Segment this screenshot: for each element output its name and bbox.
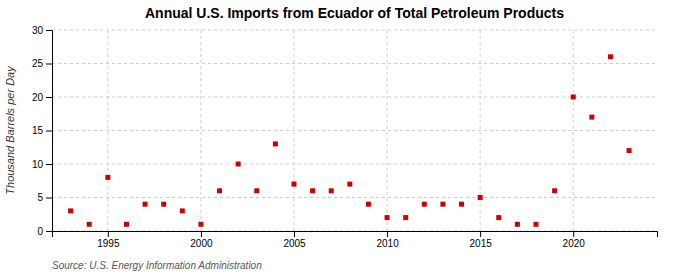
point: [236, 162, 241, 167]
tick-label: 30: [32, 25, 44, 36]
point: [87, 222, 92, 227]
plot-area: 1995 2000 2005 2010 2015 2020 0 5 10 15 20 25 30: [32, 25, 658, 249]
grid-line-y: [52, 30, 657, 31]
tick: 2015: [470, 231, 493, 249]
tick: 30: [32, 25, 52, 36]
point: [329, 188, 334, 193]
tick-mark: [46, 30, 52, 31]
tick-mark: [46, 198, 52, 199]
tick-mark: [46, 64, 52, 65]
tick-label: 2005: [283, 238, 306, 249]
point: [105, 175, 110, 180]
tick-label: 2020: [563, 238, 586, 249]
chart-svg: 1995 2000 2005 2010 2015 2020 0 5 10 15 20 25 30 Annu…: [0, 0, 675, 275]
grid-line-y: [52, 97, 657, 98]
grid-line-x: [480, 30, 481, 231]
grid: [52, 30, 657, 231]
axis-domain: [46, 31, 53, 232]
tick-mark: [480, 231, 481, 237]
point: [347, 182, 352, 187]
tick: 1995: [97, 231, 120, 249]
tick-label: 20: [32, 92, 44, 103]
point: [534, 222, 539, 227]
point: [608, 54, 613, 59]
grid-line-x: [107, 30, 108, 231]
tick-label: 25: [32, 58, 44, 69]
tick-mark: [201, 231, 202, 237]
tick: 2005: [283, 231, 306, 249]
point: [440, 202, 445, 207]
grid-line-y: [52, 130, 657, 131]
tick-label: 2010: [376, 238, 399, 249]
point: [422, 202, 427, 207]
marks: [68, 54, 631, 227]
source-note: Source: U.S. Energy Information Administ…: [52, 260, 262, 271]
point: [180, 208, 185, 213]
grid-line-x: [387, 30, 388, 231]
point: [198, 222, 203, 227]
chart-title: Annual U.S. Imports from Ecuador of Tota…: [145, 5, 564, 21]
tick-mark: [573, 231, 574, 237]
grid-line-y: [52, 164, 657, 165]
tick-label: 2000: [190, 238, 213, 249]
chart-container: 1995 2000 2005 2010 2015 2020 0 5 10 15 20 25 30 Annu…: [0, 0, 675, 275]
point: [68, 208, 73, 213]
point: [310, 188, 315, 193]
point: [627, 148, 632, 153]
tick: 5: [37, 192, 52, 203]
tick: 2010: [376, 231, 399, 249]
tick-mark: [108, 231, 109, 237]
tick: 20: [32, 92, 52, 103]
point: [273, 141, 278, 146]
point: [403, 215, 408, 220]
point: [143, 202, 148, 207]
point: [366, 202, 371, 207]
grid-line-x: [294, 30, 295, 231]
tick-label: 2015: [470, 238, 493, 249]
point: [589, 115, 594, 120]
point: [459, 202, 464, 207]
axis-domain: [53, 232, 658, 238]
point: [496, 215, 501, 220]
tick-mark: [294, 231, 295, 237]
point: [385, 215, 390, 220]
x-axis: 1995 2000 2005 2010 2015 2020: [53, 231, 658, 249]
tick: 10: [32, 159, 52, 170]
tick-mark: [46, 97, 52, 98]
grid-line-y: [52, 63, 657, 64]
y-axis: 0 5 10 15 20 25 30: [32, 25, 53, 237]
tick-mark: [387, 231, 388, 237]
tick: 2020: [563, 231, 586, 249]
point: [292, 182, 297, 187]
point: [515, 222, 520, 227]
tick-label: 0: [37, 226, 43, 237]
tick-label: 5: [37, 192, 43, 203]
tick: 15: [32, 125, 52, 136]
tick-label: 1995: [97, 238, 120, 249]
tick-mark: [46, 164, 52, 165]
tick: 2000: [190, 231, 213, 249]
tick-label: 10: [32, 159, 44, 170]
tick-mark: [46, 131, 52, 132]
point: [552, 188, 557, 193]
point: [571, 95, 576, 100]
y-axis-title: Thousand Barrels per Day: [4, 65, 16, 195]
grid-line-x: [200, 30, 201, 231]
point: [254, 188, 259, 193]
point: [478, 195, 483, 200]
grid-line-x: [573, 30, 574, 231]
tick-label: 15: [32, 125, 44, 136]
point: [124, 222, 129, 227]
tick: 0: [37, 226, 52, 237]
point: [161, 202, 166, 207]
tick-mark: [46, 231, 52, 232]
tick: 25: [32, 58, 52, 69]
grid-line-y: [52, 197, 657, 198]
point: [217, 188, 222, 193]
